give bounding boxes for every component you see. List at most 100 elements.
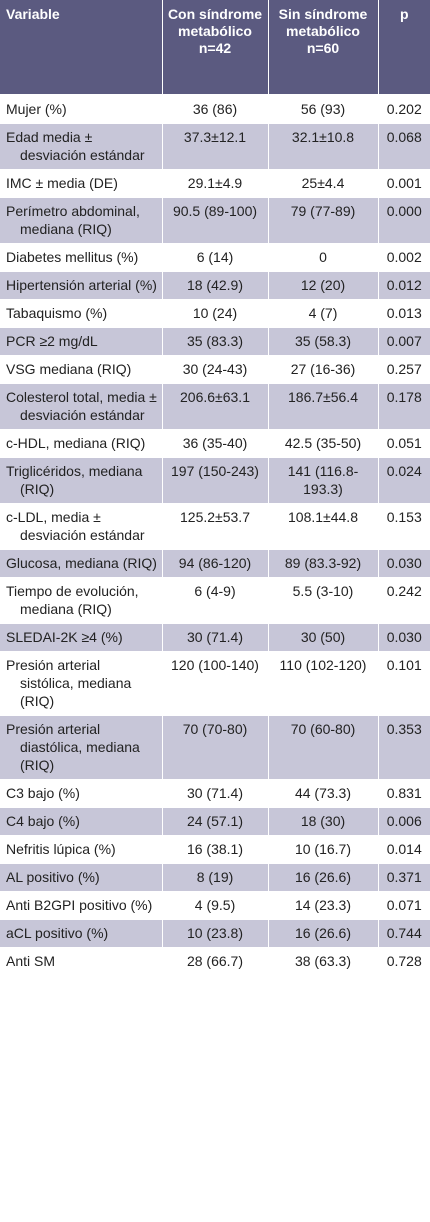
- cell-p-value: 0.051: [378, 429, 430, 458]
- cell-p-value: 0.030: [378, 549, 430, 578]
- table-row: Presión arterial sistólica, mediana (RIQ…: [0, 651, 430, 716]
- cell-p-value: 0.013: [378, 299, 430, 328]
- variable-label: Anti B2GPI positivo (%): [6, 897, 153, 913]
- cell-without-syndrome: 42.5 (35-50): [268, 429, 379, 458]
- cell-with-syndrome: 16 (38.1): [162, 835, 269, 864]
- cell-p-value: 0.000: [378, 197, 430, 244]
- cell-without-syndrome: 14 (23.3): [268, 891, 379, 920]
- header-p-value: p: [378, 0, 430, 96]
- cell-variable: Anti SM: [0, 947, 163, 976]
- table-row: aCL positivo (%) 10 (23.8) 16 (26.6) 0.744: [0, 919, 430, 948]
- cell-variable: Anti B2GPI positivo (%): [0, 891, 163, 920]
- cell-with-syndrome: 125.2±53.7: [162, 503, 269, 550]
- variable-label: Presión arterial diastólica, mediana (RI…: [6, 721, 140, 773]
- variable-label: aCL positivo (%): [6, 925, 109, 941]
- table-row: Perímetro abdominal, mediana (RIQ) 90.5 (…: [0, 197, 430, 244]
- cell-with-syndrome: 4 (9.5): [162, 891, 269, 920]
- cell-with-syndrome: 70 (70-80): [162, 715, 269, 780]
- cell-without-syndrome: 70 (60-80): [268, 715, 379, 780]
- cell-variable: Nefritis lúpica (%): [0, 835, 163, 864]
- cell-variable: Mujer (%): [0, 95, 163, 124]
- cell-without-syndrome: 16 (26.6): [268, 863, 379, 892]
- cell-without-syndrome: 16 (26.6): [268, 919, 379, 948]
- variable-label: c-LDL, media ± desviación estándar: [6, 509, 145, 543]
- cell-variable: Perímetro abdominal, mediana (RIQ): [0, 197, 163, 244]
- cell-with-syndrome: 94 (86-120): [162, 549, 269, 578]
- cell-with-syndrome: 90.5 (89-100): [162, 197, 269, 244]
- cell-without-syndrome: 89 (83.3-92): [268, 549, 379, 578]
- cell-p-value: 0.014: [378, 835, 430, 864]
- table-body: Mujer (%) 36 (86) 56 (93) 0.202 Edad media ±…: [0, 95, 430, 976]
- table-row: SLEDAI-2K ≥4 (%) 30 (71.4) 30 (50) 0.030: [0, 623, 430, 652]
- header-variable: Variable: [0, 0, 163, 96]
- variable-label: Diabetes mellitus (%): [6, 249, 139, 265]
- table-row: C4 bajo (%) 24 (57.1) 18 (30) 0.006: [0, 807, 430, 836]
- cell-without-syndrome: 12 (20): [268, 271, 379, 300]
- cell-p-value: 0.071: [378, 891, 430, 920]
- cell-with-syndrome: 24 (57.1): [162, 807, 269, 836]
- cell-without-syndrome: 32.1±10.8: [268, 123, 379, 170]
- cell-variable: Triglicéridos, mediana (RIQ): [0, 457, 163, 504]
- table-row: c-HDL, mediana (RIQ) 36 (35-40) 42.5 (35-5…: [0, 429, 430, 458]
- table-row: Anti B2GPI positivo (%) 4 (9.5) 14 (23.3) 0…: [0, 891, 430, 920]
- cell-with-syndrome: 35 (83.3): [162, 327, 269, 356]
- cell-without-syndrome: 44 (73.3): [268, 779, 379, 808]
- cell-with-syndrome: 120 (100-140): [162, 651, 269, 716]
- cell-without-syndrome: 186.7±56.4: [268, 383, 379, 430]
- cell-without-syndrome: 35 (58.3): [268, 327, 379, 356]
- cell-p-value: 0.178: [378, 383, 430, 430]
- cell-without-syndrome: 141 (116.8-193.3): [268, 457, 379, 504]
- cell-variable: Diabetes mellitus (%): [0, 243, 163, 272]
- cell-with-syndrome: 30 (24-43): [162, 355, 269, 384]
- cell-p-value: 0.728: [378, 947, 430, 976]
- cell-p-value: 0.024: [378, 457, 430, 504]
- variable-label: Tabaquismo (%): [6, 305, 108, 321]
- cell-with-syndrome: 30 (71.4): [162, 779, 269, 808]
- cell-variable: c-HDL, mediana (RIQ): [0, 429, 163, 458]
- table-row: Tiempo de evolución, mediana (RIQ) 6 (4-9…: [0, 577, 430, 624]
- cell-with-syndrome: 36 (35-40): [162, 429, 269, 458]
- variable-label: Colesterol total, media ± desviación est…: [6, 389, 157, 423]
- cell-p-value: 0.371: [378, 863, 430, 892]
- cell-p-value: 0.030: [378, 623, 430, 652]
- cell-without-syndrome: 79 (77-89): [268, 197, 379, 244]
- cell-with-syndrome: 28 (66.7): [162, 947, 269, 976]
- table-row: Diabetes mellitus (%) 6 (14) 0 0.002: [0, 243, 430, 272]
- cell-with-syndrome: 18 (42.9): [162, 271, 269, 300]
- table-row: IMC ± media (DE) 29.1±4.9 25±4.4 0.001: [0, 169, 430, 198]
- variable-label: Hipertensión arterial (%): [6, 277, 157, 293]
- cell-p-value: 0.068: [378, 123, 430, 170]
- table-row: AL positivo (%) 8 (19) 16 (26.6) 0.371: [0, 863, 430, 892]
- cell-variable: C3 bajo (%): [0, 779, 163, 808]
- table-row: Edad media ± desviación estándar 37.3±12.…: [0, 123, 430, 170]
- cell-p-value: 0.257: [378, 355, 430, 384]
- variable-label: PCR ≥2 mg/dL: [6, 333, 98, 349]
- table-row: Presión arterial diastólica, mediana (RI…: [0, 715, 430, 780]
- cell-without-syndrome: 30 (50): [268, 623, 379, 652]
- table-row: c-LDL, media ± desviación estándar 125.2±…: [0, 503, 430, 550]
- table-row: Triglicéridos, mediana (RIQ) 197 (150-243…: [0, 457, 430, 504]
- cell-without-syndrome: 108.1±44.8: [268, 503, 379, 550]
- cell-with-syndrome: 197 (150-243): [162, 457, 269, 504]
- cell-variable: Tabaquismo (%): [0, 299, 163, 328]
- cell-variable: SLEDAI-2K ≥4 (%): [0, 623, 163, 652]
- cell-with-syndrome: 29.1±4.9: [162, 169, 269, 198]
- cell-variable: VSG mediana (RIQ): [0, 355, 163, 384]
- cell-p-value: 0.744: [378, 919, 430, 948]
- table-header: Variable Con síndrome metabólico n=42 Si…: [0, 0, 430, 96]
- cell-with-syndrome: 6 (14): [162, 243, 269, 272]
- table-row: Tabaquismo (%) 10 (24) 4 (7) 0.013: [0, 299, 430, 328]
- cell-p-value: 0.001: [378, 169, 430, 198]
- cell-without-syndrome: 110 (102-120): [268, 651, 379, 716]
- cell-without-syndrome: 4 (7): [268, 299, 379, 328]
- variable-label: Tiempo de evolución, mediana (RIQ): [6, 583, 139, 617]
- variable-label: AL positivo (%): [6, 869, 100, 885]
- cell-variable: aCL positivo (%): [0, 919, 163, 948]
- header-without-syndrome: Sin síndrome metabólico n=60: [268, 0, 379, 96]
- cell-without-syndrome: 38 (63.3): [268, 947, 379, 976]
- header-with-syndrome: Con síndrome metabólico n=42: [162, 0, 269, 96]
- header-row: Variable Con síndrome metabólico n=42 Si…: [0, 0, 430, 96]
- cell-p-value: 0.006: [378, 807, 430, 836]
- variable-label: Anti SM: [6, 953, 56, 969]
- cell-variable: AL positivo (%): [0, 863, 163, 892]
